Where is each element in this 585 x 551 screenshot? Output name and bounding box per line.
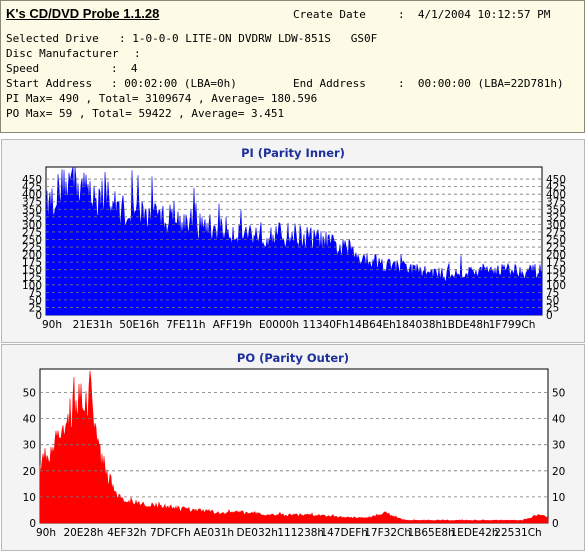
speed-label: Speed [6, 62, 40, 75]
po-ytick-right: 30 [552, 440, 565, 452]
po-chart-title: PO (Parity Outer) [236, 351, 350, 365]
pi-ytick-left: 100 [22, 280, 42, 292]
disc-info-panel: K's CD/DVD Probe 1.1.28 Create Date : 4/… [0, 0, 585, 133]
pi-xtick-label: E0000h [259, 319, 299, 331]
pi-ytick-right: 100 [546, 280, 566, 292]
pi-ytick-left: 0 [35, 310, 42, 322]
pi-ytick-right: 425 [546, 182, 566, 194]
pi-ytick-right: 50 [546, 295, 559, 307]
po-ytick-left: 10 [23, 492, 36, 504]
speed-value: : 4 [111, 62, 138, 75]
pi-series-area [45, 166, 543, 316]
pi-summary: PI Max= 490 , Total= 3109674 , Average= … [6, 92, 318, 105]
pi-xtick-label: 1F799Ch [489, 319, 536, 331]
po-ytick-right: 50 [552, 387, 565, 399]
pi-xtick-label: AFF19h [213, 319, 252, 331]
pi-ytick-right: 0 [546, 310, 553, 322]
pi-ytick-left: 75 [29, 287, 42, 299]
pi-chart-title: PI (Parity Inner) [241, 146, 345, 160]
pi-xtick-label: 90h [42, 319, 62, 331]
pi-xtick-label: 14B64Eh [349, 319, 396, 331]
pi-ytick-right: 150 [546, 265, 566, 277]
end-address-value: : 00:00:00 (LBA=22D781h) [398, 77, 564, 90]
po-xtick-label: DE032h [237, 527, 278, 539]
start-address-value: : 00:02:00 (LBA=0h) [111, 77, 237, 90]
po-ytick-left: 40 [23, 414, 36, 426]
po-ytick-left: 50 [23, 387, 36, 399]
pi-ytick-left: 425 [22, 182, 42, 194]
pi-ytick-left: 125 [22, 272, 42, 284]
pi-chart-panel: PI (Parity Inner) 0 0 25 25 50 50 75 75 100 100 12… [1, 139, 585, 343]
pi-xtick-label: 11340Fh [303, 319, 349, 331]
pi-ytick-left: 275 [22, 227, 42, 239]
po-xtick-label: 20E28h [63, 527, 103, 539]
po-xtick-label: 22531Ch [494, 527, 541, 539]
po-xtick-label: 7DFCFh [150, 527, 191, 539]
po-ytick-left: 30 [23, 440, 36, 452]
pi-ytick-left: 400 [22, 189, 42, 201]
create-date-value: : 4/1/2004 10:12:57 PM [398, 8, 551, 21]
po-xtick-label: 17F32Ch [364, 527, 411, 539]
pi-ytick-left: 25 [29, 302, 42, 314]
app-title: K's CD/DVD Probe 1.1.28 [6, 6, 160, 21]
pi-ytick-right: 450 [546, 174, 566, 186]
pi-ytick-right: 400 [546, 189, 566, 201]
pi-ytick-right: 225 [546, 242, 566, 254]
disc-manufacturer-value: : [134, 47, 141, 60]
pi-ytick-right: 375 [546, 197, 566, 209]
pi-ytick-left: 225 [22, 242, 42, 254]
po-ytick-right: 10 [552, 492, 565, 504]
start-address-label: Start Address [6, 77, 93, 90]
selected-drive-label: Selected Drive [6, 32, 99, 45]
create-date-label: Create Date [293, 8, 366, 21]
pi-ytick-left: 375 [22, 197, 42, 209]
po-ytick-right: 0 [552, 518, 559, 530]
po-xtick-label: 1EDE42h [451, 527, 499, 539]
po-chart-panel: PO (Parity Outer) 0 0 10 10 20 20 30 30 40 40 50 50… [1, 344, 585, 551]
pi-ytick-right: 300 [546, 219, 566, 231]
pi-ytick-right: 25 [546, 302, 559, 314]
po-ytick-right: 20 [552, 466, 565, 478]
pi-ytick-right: 325 [546, 212, 566, 224]
pi-xtick-label: 50E16h [119, 319, 159, 331]
po-xtick-label: AE031h [194, 527, 235, 539]
po-ytick-left: 20 [23, 466, 36, 478]
end-address-label: End Address [293, 77, 366, 90]
po-xtick-label: 4EF32h [107, 527, 146, 539]
pi-ytick-left: 250 [22, 234, 42, 246]
selected-drive-value: : 1-0-0-0 LITE-ON DVDRW LDW-851S GS0F [119, 32, 378, 45]
pi-ytick-right: 275 [546, 227, 566, 239]
po-xtick-label: 1B65E8h [407, 527, 454, 539]
pi-ytick-right: 250 [546, 234, 566, 246]
pi-ytick-right: 125 [546, 272, 566, 284]
po-xtick-label: 111238h [277, 527, 324, 539]
pi-xtick-label: 184038h [395, 319, 442, 331]
pi-ytick-left: 200 [22, 250, 42, 262]
pi-ytick-right: 200 [546, 250, 566, 262]
pi-ytick-left: 450 [22, 174, 42, 186]
po-ytick-right: 40 [552, 414, 565, 426]
pi-ytick-left: 300 [22, 219, 42, 231]
pi-xtick-label: 21E31h [73, 319, 113, 331]
pi-ytick-right: 75 [546, 287, 559, 299]
pi-ytick-left: 325 [22, 212, 42, 224]
pi-ytick-left: 350 [22, 204, 42, 216]
po-xtick-label: 147DEFh [320, 527, 367, 539]
po-chart: 0 0 10 10 20 20 30 30 40 40 50 50 90h 20E28h 4EF32h 7DF… [23, 368, 565, 539]
pi-xtick-label: 7FE11h [166, 319, 205, 331]
pi-ytick-right: 350 [546, 204, 566, 216]
pi-ytick-left: 150 [22, 265, 42, 277]
po-series-area [39, 370, 549, 524]
po-plot-area [39, 368, 549, 524]
disc-manufacturer-label: Disc Manufacturer [6, 47, 119, 60]
po-summary: PO Max= 59 , Total= 59422 , Average= 3.4… [6, 107, 285, 120]
pi-ytick-left: 50 [29, 295, 42, 307]
pi-ytick-right: 175 [546, 257, 566, 269]
po-xtick-label: 90h [36, 527, 56, 539]
pi-ytick-left: 175 [22, 257, 42, 269]
pi-xtick-label: 1BDE48h [441, 319, 490, 331]
po-ytick-left: 0 [29, 518, 36, 530]
